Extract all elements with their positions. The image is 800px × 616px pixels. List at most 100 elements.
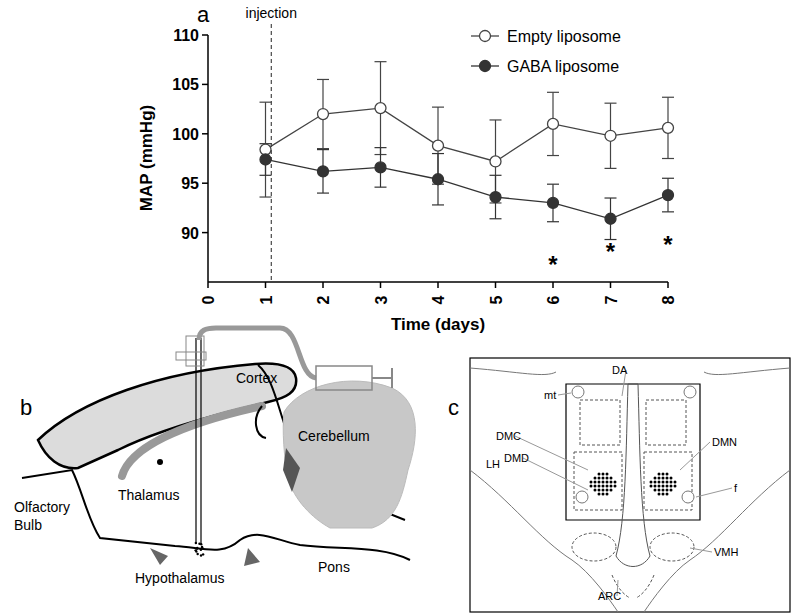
label-line: Thalamus: [118, 487, 179, 503]
y-tick-label: 95: [181, 175, 199, 192]
subnucleus: [574, 400, 692, 510]
injection-dot: [602, 485, 605, 488]
fornix: [256, 406, 266, 438]
plunger: [372, 377, 392, 379]
region-label: DMN: [712, 436, 737, 448]
injection-dot: [602, 493, 605, 496]
error-cap: [490, 175, 502, 176]
region-label: OlfactoryBulb: [14, 499, 70, 533]
injection-dot: [594, 489, 597, 492]
injection-dot: [670, 489, 673, 492]
error-bar: [260, 144, 272, 176]
marker: [260, 154, 271, 165]
marker: [605, 213, 616, 224]
injection-dot: [666, 493, 669, 496]
x-tick: [667, 282, 669, 288]
region-label: DMC: [496, 430, 521, 442]
error-bar: [662, 178, 674, 212]
marker: [375, 103, 386, 114]
injection-dot: [666, 481, 669, 484]
tract: [684, 386, 696, 398]
region-label: f: [734, 482, 738, 494]
injection-dot: [670, 477, 673, 480]
injection-dot: [662, 477, 665, 480]
region-label: Cerebellum: [298, 428, 370, 444]
y-tick-label: 105: [172, 76, 199, 93]
injection-dot: [658, 493, 661, 496]
injection-dot: [674, 485, 677, 488]
error-bar: [375, 62, 387, 155]
probe: [200, 338, 201, 544]
tract: [576, 491, 588, 503]
injection-dot: [658, 477, 661, 480]
error-bar: [662, 97, 674, 158]
injection-dot: [590, 485, 593, 488]
syringe: [316, 366, 372, 390]
injection-dot: [658, 485, 661, 488]
panel-label: a: [197, 2, 210, 27]
x-tick: [265, 282, 267, 288]
vmh: [572, 533, 616, 561]
injection-dot: [606, 473, 609, 476]
error-cap: [605, 197, 617, 198]
figure: a9095100105110012345678MAP (mmHg)Time (d…: [0, 0, 800, 616]
injection-dot: [606, 485, 609, 488]
x-tick-label: 6: [545, 295, 562, 304]
marker: [605, 130, 616, 141]
x-tick: [380, 282, 382, 288]
x-tick-label: 5: [488, 295, 505, 304]
injection-dot: [650, 485, 653, 488]
injection-dot: [594, 481, 597, 484]
injection-dot: [662, 485, 665, 488]
label-line: Bulb: [14, 517, 42, 533]
injection-dot: [610, 481, 613, 484]
error-cap: [547, 184, 559, 185]
injection-dot: [670, 481, 673, 484]
error-bar: [317, 79, 329, 148]
injection-dot: [196, 553, 198, 555]
marker: [490, 192, 501, 203]
error-cap: [317, 149, 329, 150]
injection-dot: [666, 485, 669, 488]
series-line: [266, 108, 669, 161]
error-cap: [605, 168, 617, 169]
injection-dot: [594, 477, 597, 480]
injection-dot: [610, 485, 613, 488]
coronal-diagram: mtDALHDMCDMDDMNfARCVMH: [470, 358, 790, 612]
legend-marker: [480, 61, 491, 72]
error-cap: [375, 61, 387, 62]
x-tick-label: 2: [315, 295, 332, 304]
injection-dot: [670, 485, 673, 488]
region-label: Hypothalamus: [135, 570, 225, 586]
dmh-box: [566, 384, 700, 520]
injection-dot: [598, 489, 601, 492]
region-label: mt: [544, 389, 556, 401]
probe: [195, 338, 196, 544]
injection-dot: [614, 485, 617, 488]
error-bar: [547, 184, 559, 222]
white-matter: [122, 406, 262, 476]
significance-mark: *: [548, 251, 558, 278]
error-bar: [490, 175, 502, 218]
injection-dot: [194, 549, 196, 551]
tract: [682, 491, 694, 503]
tract: [572, 386, 584, 398]
injection-dot: [598, 477, 601, 480]
significance-mark: *: [606, 238, 616, 265]
pointer: [696, 488, 732, 497]
x-tick-label: 3: [373, 295, 390, 304]
ventricle: [283, 448, 300, 492]
error-cap: [260, 175, 272, 176]
marker: [490, 156, 501, 167]
third-ventricle: [616, 384, 650, 567]
injection-dot: [196, 547, 198, 549]
x-tick: [495, 282, 497, 288]
error-bar: [547, 92, 559, 155]
contour: [470, 368, 790, 375]
error-cap: [662, 97, 674, 98]
x-tick-label: 4: [430, 295, 447, 304]
region-label: DMD: [504, 452, 529, 464]
injection-dot: [606, 493, 609, 496]
injection-dot: [200, 554, 202, 556]
region-label: Cortex: [236, 370, 277, 386]
